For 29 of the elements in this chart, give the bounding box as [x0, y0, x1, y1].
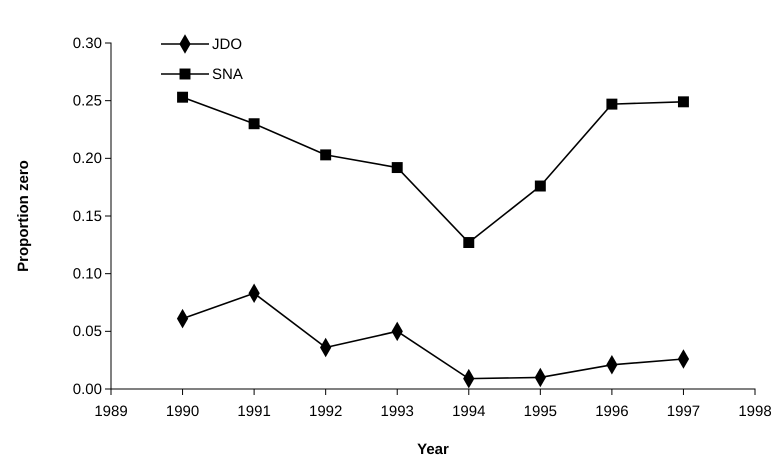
x-tick-label: 1992	[308, 403, 342, 420]
y-tick-label: 0.30	[72, 34, 102, 52]
x-tick-label: 1995	[524, 403, 558, 420]
point	[606, 98, 618, 110]
x-tick-label: 1998	[738, 403, 772, 420]
x-tick-label: 1997	[666, 403, 700, 420]
point	[248, 118, 260, 130]
legend-label: SNA	[212, 66, 243, 83]
point	[463, 237, 474, 248]
point	[534, 180, 546, 192]
x-tick-label: 1991	[237, 403, 271, 420]
x-tick-label: 1996	[595, 403, 629, 420]
y-tick-label: 0.00	[72, 380, 102, 398]
point	[392, 162, 403, 174]
y-tick-label: 0.25	[72, 92, 102, 110]
y-tick-label: 0.15	[72, 208, 102, 225]
y-tick-label: 0.20	[72, 150, 102, 168]
y-tick-label: 0.05	[72, 323, 102, 340]
y-tick-label: 0.10	[72, 265, 102, 282]
point	[678, 96, 689, 108]
point	[320, 149, 332, 160]
x-tick-label: 1989	[94, 403, 128, 420]
point	[177, 92, 188, 103]
x-axis-title: Year	[417, 441, 450, 458]
y-axis-title: Proportion zero	[15, 160, 32, 272]
x-tick-label: 1994	[452, 403, 486, 420]
x-tick-label: 1990	[166, 403, 200, 420]
legend-label: JDO	[212, 36, 242, 53]
x-tick-label: 1993	[380, 403, 414, 420]
